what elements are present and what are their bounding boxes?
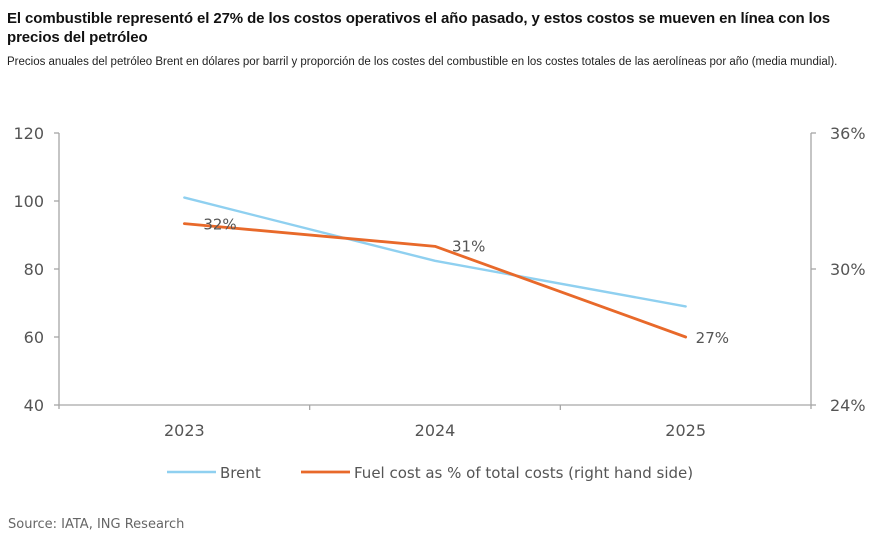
right-axis-tick-label: 30% <box>830 260 866 279</box>
left-axis-tick-label: 40 <box>24 396 44 415</box>
left-axis-tick-label: 60 <box>24 328 44 347</box>
data-label: 31% <box>452 237 485 255</box>
axes: 40 60 80 100 120 24% 30% 36% 2023 2024 2025 <box>13 124 865 440</box>
chart-subtitle: Precios anuales del petróleo Brent en dó… <box>7 56 838 68</box>
legend: Brent Fuel cost as % of total costs (righ… <box>167 464 693 482</box>
x-axis-tick-label: 2025 <box>665 421 706 440</box>
right-axis-tick-label: 24% <box>830 396 866 415</box>
x-axis-tick-label: 2023 <box>164 421 205 440</box>
left-axis-tick-label: 120 <box>13 124 44 143</box>
data-label: 27% <box>696 329 729 347</box>
chart-title: El combustible representó el 27% de los … <box>7 10 831 46</box>
series-layer <box>182 196 688 339</box>
right-axis-tick-label: 36% <box>830 124 866 143</box>
x-axis-tick-label: 2024 <box>415 421 456 440</box>
legend-label-fuel-cost: Fuel cost as % of total costs (right han… <box>354 464 693 482</box>
series-line-fuel-cost <box>182 222 688 339</box>
series-line-brent <box>183 196 687 308</box>
data-labels: 32% 31% 27% <box>203 216 729 347</box>
left-axis-tick-label: 80 <box>24 260 44 279</box>
source-note: Source: IATA, ING Research <box>8 517 185 532</box>
left-axis-tick-label: 100 <box>13 192 44 211</box>
legend-label-brent: Brent <box>220 464 261 482</box>
data-label: 32% <box>203 216 236 234</box>
